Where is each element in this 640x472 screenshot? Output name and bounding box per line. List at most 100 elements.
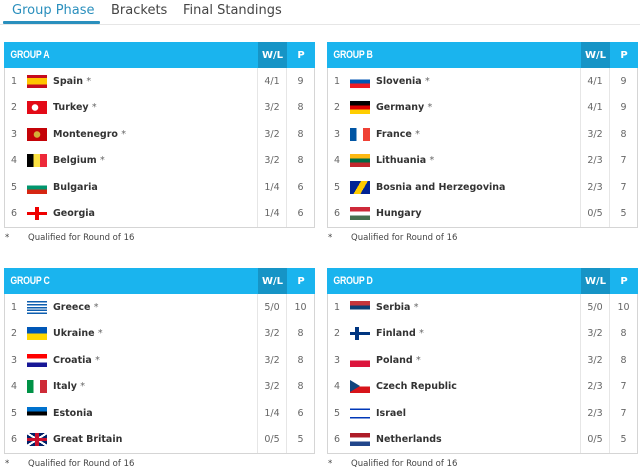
points: 5	[609, 426, 637, 453]
table-row[interactable]: 3 Croatia * 3/2 8	[5, 347, 314, 374]
qualified-marker: *	[95, 354, 100, 366]
qualified-marker: *	[415, 128, 420, 140]
table-row[interactable]: 4 Italy * 3/2 8	[5, 373, 314, 400]
table-row[interactable]: 6 Great Britain 0/5 5	[5, 426, 314, 453]
table-row[interactable]: 6 Georgia 1/4 6	[5, 200, 314, 227]
table-row[interactable]: 2 Ukraine * 3/2 8	[5, 320, 314, 347]
rank: 2	[11, 328, 18, 340]
croatia-flag-icon	[27, 353, 47, 367]
table-row[interactable]: 6 Hungary 0/5 5	[328, 200, 637, 227]
table-row[interactable]: 1 Spain * 4/1 9	[5, 68, 314, 95]
tab-final-standings[interactable]: Final Standings	[183, 3, 282, 18]
table-row[interactable]: 2 Turkey * 3/2 8	[5, 94, 314, 121]
table-row[interactable]: 1 Greece * 5/0 10	[5, 294, 314, 321]
team-name[interactable]: Germany	[376, 102, 425, 114]
tab-brackets[interactable]: Brackets	[111, 3, 168, 18]
win-loss: 3/2	[257, 147, 286, 174]
table-row[interactable]: 2 Germany * 4/1 9	[328, 94, 637, 121]
team-name[interactable]: Italy	[53, 381, 77, 393]
qualified-marker: *	[93, 301, 99, 313]
group-title: GROUP C	[10, 275, 50, 287]
rank: 6	[11, 434, 18, 446]
wl-column-header: W/L	[258, 268, 287, 294]
israel-flag-icon	[350, 406, 370, 420]
team-name[interactable]: Georgia	[53, 208, 95, 220]
team-name[interactable]: Bulgaria	[53, 181, 98, 193]
win-loss: 2/3	[580, 174, 609, 201]
win-loss: 1/4	[257, 174, 286, 201]
team-name[interactable]: Belgium	[53, 155, 97, 167]
win-loss: 0/5	[580, 426, 609, 453]
team-name[interactable]: Bosnia and Herzegovina	[376, 181, 506, 193]
czech-republic-flag-icon	[350, 380, 370, 394]
win-loss: 4/1	[580, 94, 609, 121]
table-row[interactable]: 3 Poland * 3/2 8	[328, 347, 637, 374]
rank: 6	[334, 434, 341, 446]
team-name[interactable]: Great Britain	[53, 434, 123, 446]
win-loss: 3/2	[257, 373, 286, 400]
table-row[interactable]: 5 Bosnia and Herzegovina 2/3 7	[328, 174, 637, 201]
france-flag-icon	[350, 127, 370, 141]
win-loss: 1/4	[257, 200, 286, 227]
team-name[interactable]: Slovenia	[376, 75, 422, 87]
points: 7	[609, 147, 637, 174]
team-name[interactable]: Czech Republic	[376, 381, 457, 393]
win-loss: 3/2	[257, 320, 286, 347]
standings-list: 1 Spain * 4/1 9 2 Turkey * 3/2 8 3 Montenegro * 3/…	[4, 68, 315, 228]
points-column-header: P	[620, 275, 628, 287]
win-loss: 3/2	[580, 121, 609, 148]
win-loss: 3/2	[257, 94, 286, 121]
rank: 5	[11, 181, 18, 193]
table-row[interactable]: 5 Bulgaria 1/4 6	[5, 174, 314, 201]
active-tab-indicator	[3, 21, 100, 24]
team-name[interactable]: Turkey	[53, 102, 89, 114]
rank: 4	[334, 155, 341, 167]
rank: 5	[334, 181, 341, 193]
team-name[interactable]: Spain	[53, 75, 84, 87]
rank: 2	[11, 102, 18, 114]
rank: 2	[334, 328, 341, 340]
rank: 3	[11, 128, 18, 140]
table-row[interactable]: 2 Finland * 3/2 8	[328, 320, 637, 347]
team-name[interactable]: Israel	[376, 407, 406, 419]
team-name[interactable]: France	[376, 128, 412, 140]
table-row[interactable]: 6 Netherlands 0/5 5	[328, 426, 637, 453]
points: 6	[286, 200, 314, 227]
table-row[interactable]: 3 France * 3/2 8	[328, 121, 637, 148]
rank: 4	[11, 155, 18, 167]
table-row[interactable]: 5 Estonia 1/4 6	[5, 400, 314, 427]
team-name[interactable]: Croatia	[53, 354, 92, 366]
team-name[interactable]: Hungary	[376, 208, 422, 220]
table-row[interactable]: 4 Belgium * 3/2 8	[5, 147, 314, 174]
group-title: GROUP D	[333, 275, 373, 287]
team-name[interactable]: Netherlands	[376, 434, 442, 446]
table-row[interactable]: 1 Serbia * 5/0 10	[328, 294, 637, 321]
team-name[interactable]: Finland	[376, 328, 416, 340]
team-name[interactable]: Estonia	[53, 407, 93, 419]
rank: 4	[334, 381, 341, 393]
rank: 5	[11, 407, 18, 419]
rank: 1	[11, 301, 18, 313]
points: 8	[609, 121, 637, 148]
table-row[interactable]: 5 Israel 2/3 7	[328, 400, 637, 427]
team-name[interactable]: Poland	[376, 354, 413, 366]
table-row[interactable]: 4 Lithuania * 2/3 7	[328, 147, 637, 174]
poland-flag-icon	[350, 353, 370, 367]
lithuania-flag-icon	[350, 154, 370, 168]
table-row[interactable]: 3 Montenegro * 3/2 8	[5, 121, 314, 148]
serbia-flag-icon	[350, 300, 370, 314]
team-name[interactable]: Greece	[53, 301, 91, 313]
standings-list: 1 Slovenia * 4/1 9 2 Germany * 4/1 9 3 France * 3/…	[327, 68, 638, 228]
note-star: *	[5, 233, 10, 243]
win-loss: 5/0	[580, 294, 609, 321]
table-row[interactable]: 4 Czech Republic 2/3 7	[328, 373, 637, 400]
table-row[interactable]: 1 Slovenia * 4/1 9	[328, 68, 637, 95]
team-name[interactable]: Serbia	[376, 301, 411, 313]
team-name[interactable]: Montenegro	[53, 128, 118, 140]
tab-group-phase[interactable]: Group Phase	[12, 3, 95, 18]
points: 6	[286, 174, 314, 201]
team-name[interactable]: Lithuania	[376, 155, 427, 167]
points: 7	[609, 400, 637, 427]
win-loss: 5/0	[257, 294, 286, 321]
team-name[interactable]: Ukraine	[53, 328, 95, 340]
